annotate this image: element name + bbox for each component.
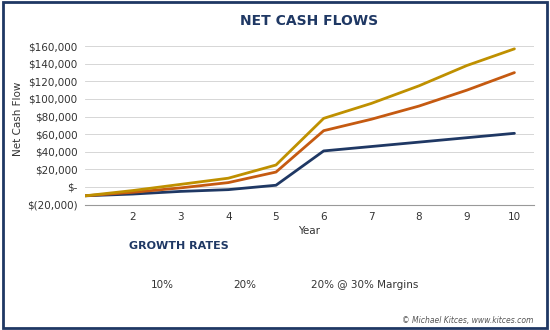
Text: GROWTH RATES: GROWTH RATES — [129, 241, 229, 251]
X-axis label: Year: Year — [298, 226, 320, 236]
Text: 20% @ 30% Margins: 20% @ 30% Margins — [311, 280, 418, 290]
Text: 20%: 20% — [234, 280, 257, 290]
Title: NET CASH FLOWS: NET CASH FLOWS — [240, 14, 378, 28]
Text: 10%: 10% — [151, 280, 174, 290]
Text: © Michael Kitces, www.kitces.com: © Michael Kitces, www.kitces.com — [402, 316, 534, 325]
Y-axis label: Net Cash Flow: Net Cash Flow — [13, 82, 23, 156]
